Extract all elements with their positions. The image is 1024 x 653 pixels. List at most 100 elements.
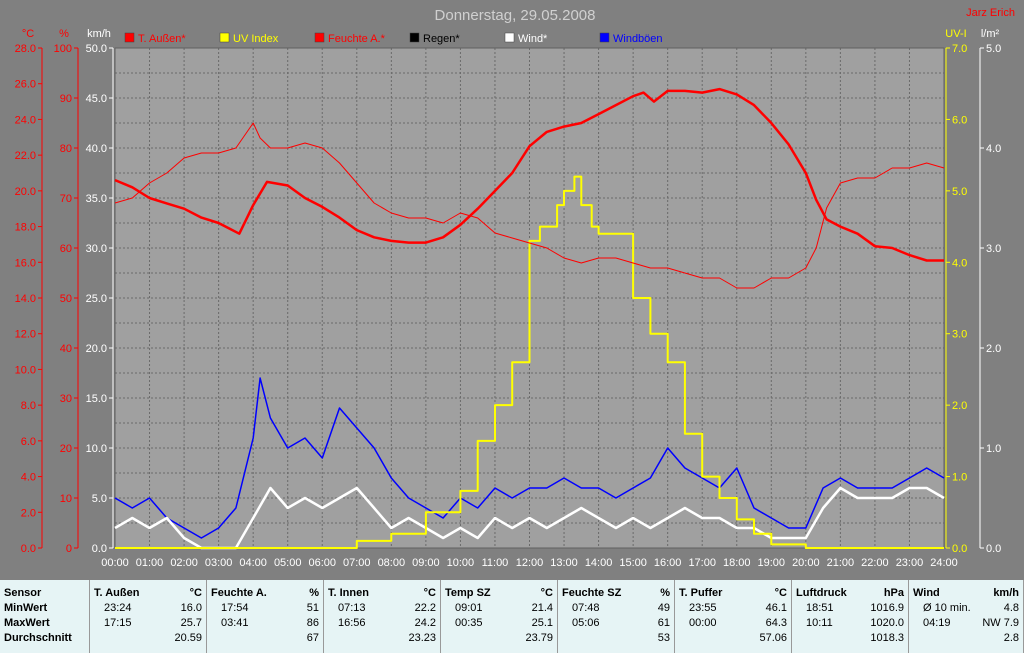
stats-column-unit: % bbox=[309, 587, 319, 599]
stats-cell-time bbox=[913, 631, 923, 646]
chart-title: Donnerstag, 29.05.2008 bbox=[435, 7, 596, 24]
stats-cell-time: 04:19 bbox=[923, 617, 951, 629]
temp-tick-label: 18.0 bbox=[15, 222, 36, 234]
stats-column: Wind km/h Ø 10 min. 4.8 04:19 NW 7.9 2.8 bbox=[909, 580, 1024, 653]
stats-cell-value: 25.7 bbox=[180, 617, 202, 629]
temp-tick-label: 22.0 bbox=[15, 150, 36, 162]
stats-column-header: Luftdruck bbox=[796, 587, 847, 599]
time-tick-label: 23:00 bbox=[896, 557, 924, 569]
series-group bbox=[114, 87, 945, 550]
hum-tick-label: 30 bbox=[60, 393, 72, 405]
stats-cell-time: 07:13 bbox=[338, 602, 366, 614]
time-tick-label: 11:00 bbox=[482, 557, 509, 569]
stats-cell-time bbox=[679, 631, 689, 646]
rain-tick-label: 0.0 bbox=[986, 543, 1001, 555]
stats-cell-time: MaxWert bbox=[4, 617, 50, 629]
stats-cell-value: 53 bbox=[657, 632, 670, 644]
time-tick-label: 06:00 bbox=[308, 557, 336, 569]
hum-unit-label: % bbox=[59, 28, 69, 40]
stats-cell-value: 46.1 bbox=[765, 602, 787, 614]
legend-swatch bbox=[409, 32, 420, 43]
stats-column-header: Wind bbox=[913, 587, 940, 599]
stats-cell-time: 03:41 bbox=[221, 617, 249, 629]
time-tick-label: 18:00 bbox=[723, 557, 751, 569]
stats-cell-time: 00:35 bbox=[455, 617, 483, 629]
series-line-1 bbox=[114, 122, 945, 289]
legend-swatch bbox=[124, 32, 135, 43]
stats-column-header: Feuchte A. bbox=[211, 587, 267, 599]
stats-table: Sensor MinWert MaxWert Durchschnitt T. Außen… bbox=[0, 580, 1024, 653]
uv-tick-label: 5.0 bbox=[952, 186, 967, 198]
stats-column: Temp SZ °C 09:01 21.4 00:35 25.1 23.79 bbox=[441, 580, 558, 653]
hum-tick-label: 100 bbox=[54, 43, 72, 55]
stats-cell-value: 67 bbox=[306, 632, 319, 644]
stats-cell-time: 07:48 bbox=[572, 602, 600, 614]
time-tick-label: 15:00 bbox=[619, 557, 647, 569]
stats-cell-time: MinWert bbox=[4, 602, 48, 614]
uv-tick-label: 0.0 bbox=[952, 543, 967, 555]
wind-tick-label: 0.0 bbox=[92, 543, 107, 555]
time-tick-label: 13:00 bbox=[550, 557, 578, 569]
time-tick-label: 19:00 bbox=[758, 557, 786, 569]
wind-tick-label: 50.0 bbox=[86, 43, 107, 55]
temp-tick-label: 8.0 bbox=[21, 400, 36, 412]
stats-cell-time bbox=[328, 631, 338, 646]
temp-tick-label: 10.0 bbox=[15, 364, 36, 376]
series-line-0 bbox=[114, 87, 944, 262]
temp-tick-label: 16.0 bbox=[15, 257, 36, 269]
wind-tick-label: 15.0 bbox=[86, 393, 107, 405]
stats-cell-value: 61 bbox=[657, 617, 670, 629]
temp-tick-label: 0.0 bbox=[21, 543, 36, 555]
stats-cell-time bbox=[445, 631, 455, 646]
temp-tick-label: 28.0 bbox=[15, 43, 36, 55]
temp-tick-label: 20.0 bbox=[15, 186, 36, 198]
stats-cell-value: NW 7.9 bbox=[982, 617, 1019, 629]
hum-tick-label: 50 bbox=[60, 293, 72, 305]
right-axes: 0.0 1.0 2.0 3.0 4.0 5.0 6.0 7.0 UV-I 0.0 1.0 2.0 3.0… bbox=[945, 28, 1001, 555]
time-tick-label: 20:00 bbox=[792, 557, 820, 569]
x-axis: 00:00 01:00 02:00 03:00 04:00 05:00 06:00 07:00… bbox=[101, 557, 958, 569]
legend-label: T. Außen* bbox=[138, 33, 186, 45]
stats-column: Feuchte SZ% 07:48 49 05:06 61 53 bbox=[558, 580, 675, 653]
stats-cell-time: Durchschnitt bbox=[4, 632, 72, 644]
uv-tick-label: 7.0 bbox=[952, 43, 967, 55]
legend-swatch bbox=[219, 32, 230, 43]
stats-cell-time: 09:01 bbox=[455, 602, 483, 614]
time-tick-label: 12:00 bbox=[516, 557, 544, 569]
legend-label: Feuchte A.* bbox=[328, 33, 386, 45]
time-tick-label: 00:00 bbox=[101, 557, 129, 569]
stats-cell-value: 1016.9 bbox=[870, 602, 904, 614]
stats-cell-time bbox=[94, 631, 104, 646]
time-tick-label: 03:00 bbox=[205, 557, 233, 569]
wind-tick-label: 45.0 bbox=[86, 93, 107, 105]
stats-column: T. Puffer °C 23:55 46.1 00:00 64.3 57.06 bbox=[675, 580, 792, 653]
temp-tick-label: 12.0 bbox=[15, 329, 36, 341]
rain-tick-label: 4.0 bbox=[986, 143, 1001, 155]
time-tick-label: 16:00 bbox=[654, 557, 682, 569]
stats-cell-value: 24.2 bbox=[414, 617, 436, 629]
legend-label: Regen* bbox=[423, 33, 460, 45]
hum-tick-label: 20 bbox=[60, 443, 72, 455]
stats-cell-value: 4.8 bbox=[1003, 602, 1019, 614]
plot-frame bbox=[114, 47, 945, 549]
legend-label: Windböen bbox=[613, 33, 663, 45]
time-tick-label: 02:00 bbox=[170, 557, 198, 569]
uv-tick-label: 3.0 bbox=[952, 329, 967, 341]
author-label: Jarz Erich bbox=[966, 7, 1015, 19]
wind-tick-label: 20.0 bbox=[86, 343, 107, 355]
temp-unit-label: °C bbox=[22, 28, 34, 40]
stats-column-header: T. Innen bbox=[328, 587, 369, 599]
uv-tick-label: 6.0 bbox=[952, 114, 967, 126]
legend-swatch bbox=[314, 32, 325, 43]
stats-cell-value: 2.8 bbox=[1003, 632, 1019, 644]
time-tick-label: 24:00 bbox=[930, 557, 958, 569]
legend: T. Außen* UV Index Feuchte A.* Regen* Wind* W… bbox=[124, 32, 663, 45]
time-tick-label: 14:00 bbox=[585, 557, 613, 569]
hum-tick-label: 80 bbox=[60, 143, 72, 155]
stats-column-header: T. Puffer bbox=[679, 587, 723, 599]
time-tick-label: 07:00 bbox=[343, 557, 371, 569]
stats-cell-value: 23.79 bbox=[525, 632, 553, 644]
legend-swatch bbox=[504, 32, 515, 43]
stats-cell-time: 00:00 bbox=[689, 617, 717, 629]
stats-cell-time: 17:15 bbox=[104, 617, 132, 629]
